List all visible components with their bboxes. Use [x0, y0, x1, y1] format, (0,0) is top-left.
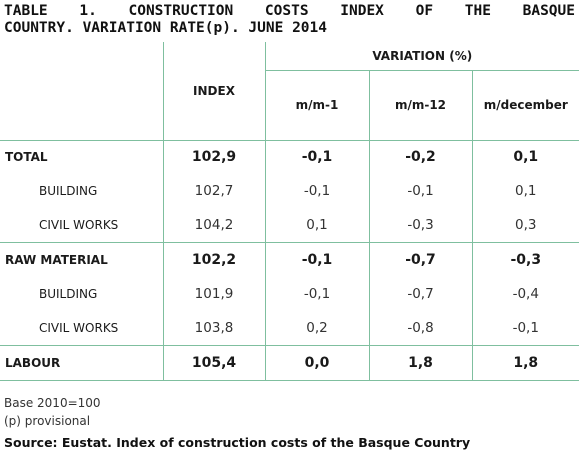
index-value: 103,8: [162, 310, 265, 346]
mm12-value: -0,2: [368, 140, 472, 174]
row-label: BUILDING: [39, 286, 98, 301]
table-row-raw-material-building: BUILDING 101,9 -0,1 -0,7 -0,4: [0, 276, 579, 311]
table-title-line1: TABLE 1. CONSTRUCTION COSTS INDEX OF THE…: [4, 3, 575, 19]
mm1-value: 0,0: [264, 345, 369, 381]
table-row-total-building: BUILDING 102,7 -0,1 -0,1 0,1: [0, 173, 579, 208]
mm1-value: -0,1: [264, 173, 369, 208]
base-note: Base 2010=100: [4, 396, 101, 410]
mm12-value: -0,7: [368, 276, 472, 311]
index-value: 102,9: [162, 140, 265, 174]
row-label: CIVIL WORKS: [0, 207, 163, 243]
mm12-value: -0,1: [368, 173, 472, 208]
construction-costs-table: INDEX VARIATION (%) m/m-1 m/m-12 m/decem…: [0, 42, 579, 381]
subheader-mdecember: m/december: [471, 70, 579, 141]
index-value: 102,2: [162, 242, 265, 277]
mm1-value: -0,1: [264, 242, 369, 277]
row-label: RAW MATERIAL: [5, 252, 108, 267]
mm1-value: 0,2: [264, 310, 369, 346]
mm12-value: 1,8: [368, 345, 472, 381]
table-row-total: TOTAL 102,9 -0,1 -0,2 0,1: [0, 140, 579, 174]
index-value: 101,9: [162, 276, 265, 311]
table-row-total-civil-works: CIVIL WORKS 104,2 0,1 -0,3 0,3: [0, 207, 579, 243]
index-header: INDEX: [162, 42, 265, 141]
table-title: TABLE 1. CONSTRUCTION COSTS INDEX OF THE…: [4, 3, 575, 37]
mdecember-value: -0,4: [471, 276, 579, 311]
mm12-value: -0,3: [368, 207, 472, 243]
provisional-note: (p) provisional: [4, 414, 91, 428]
source-note: Source: Eustat. Index of construction co…: [4, 435, 471, 450]
mdecember-value: 0,1: [471, 173, 579, 208]
index-value: 104,2: [162, 207, 265, 243]
table-row-labour: LABOUR 105,4 0,0 1,8 1,8: [0, 345, 579, 381]
mm1-value: -0,1: [264, 140, 369, 174]
mm12-value: -0,8: [368, 310, 472, 346]
index-value: 105,4: [162, 345, 265, 381]
mdecember-value: 0,1: [471, 140, 579, 174]
variation-header: VARIATION (%): [264, 42, 579, 71]
mdecember-value: 1,8: [471, 345, 579, 381]
subheader-mm1: m/m-1: [264, 70, 369, 141]
table-title-line2: COUNTRY. VARIATION RATE(p). JUNE 2014: [4, 20, 328, 36]
row-label: BUILDING: [39, 183, 98, 198]
mm1-value: 0,1: [264, 207, 369, 243]
mdecember-value: -0,1: [471, 310, 579, 346]
header-empty-cell: [0, 42, 163, 141]
subheader-mm12: m/m-12: [368, 70, 472, 141]
row-label: TOTAL: [5, 150, 48, 164]
table-row-raw-material: RAW MATERIAL 102,2 -0,1 -0,7 -0,3: [0, 242, 579, 277]
row-label: CIVIL WORKS: [0, 310, 163, 346]
index-value: 102,7: [162, 173, 265, 208]
table-row-raw-material-civil-works: CIVIL WORKS 103,8 0,2 -0,8 -0,1: [0, 310, 579, 346]
table-notes: Base 2010=100 (p) provisional: [4, 394, 101, 430]
mm1-value: -0,1: [264, 276, 369, 311]
mdecember-value: -0,3: [471, 242, 579, 277]
row-label: LABOUR: [0, 345, 163, 381]
mm12-value: -0,7: [368, 242, 472, 277]
mdecember-value: 0,3: [471, 207, 579, 243]
